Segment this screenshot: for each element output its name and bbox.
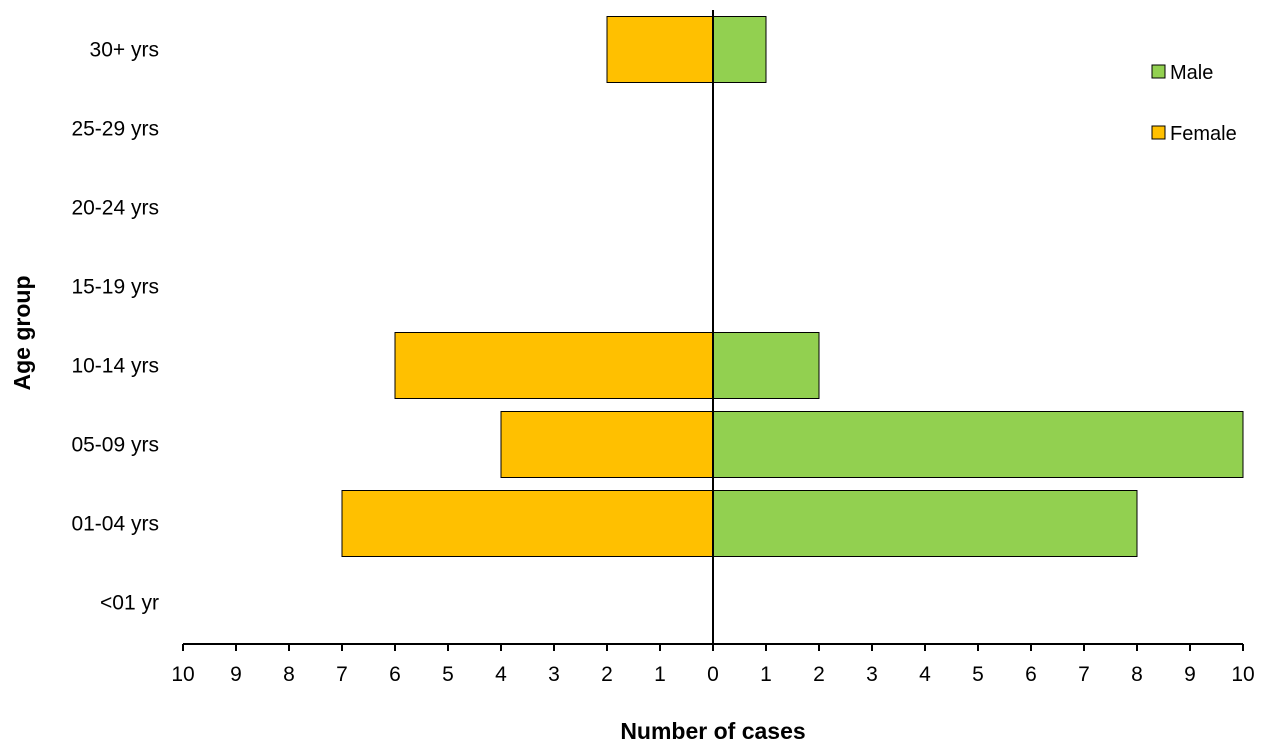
y-category-label: <01 yr — [100, 592, 159, 615]
x-tick-label: 6 — [1025, 663, 1037, 686]
x-ticks-layer: 10 9 8 7 6 5 4 3 2 1 0 1 2 3 4 5 6 7 8 9 10 — [171, 644, 1255, 686]
bar-male-3 — [712, 332, 820, 399]
y-category-label: 25-29 yrs — [71, 118, 159, 141]
x-tick-label: 4 — [919, 663, 931, 686]
x-tick-label: 3 — [548, 663, 560, 686]
legend: Male Female — [1151, 62, 1237, 145]
x-tick-label: 10 — [171, 663, 194, 686]
x-tick-label: 5 — [972, 663, 984, 686]
y-category-label: 10-14 yrs — [71, 355, 159, 378]
x-tick-label: 1 — [760, 663, 772, 686]
x-tick-label: 8 — [1131, 663, 1143, 686]
x-tick-label: 1 — [654, 663, 666, 686]
bar-male-7 — [712, 16, 767, 83]
bar-female-2 — [500, 411, 714, 478]
bar-male-2 — [712, 411, 1244, 478]
x-tick-label: 2 — [813, 663, 825, 686]
legend-swatch-female — [1151, 125, 1166, 140]
y-category-label: 01-04 yrs — [71, 513, 159, 536]
y-category-label: 20-24 yrs — [71, 197, 159, 220]
x-tick-label: 0 — [707, 663, 719, 686]
bars-layer — [341, 16, 1244, 557]
y-category-label: 30+ yrs — [90, 39, 159, 62]
y-category-label: 05-09 yrs — [71, 434, 159, 457]
x-tick-label: 7 — [1078, 663, 1090, 686]
bar-female-3 — [394, 332, 714, 399]
x-tick-label: 5 — [442, 663, 454, 686]
x-tick-label: 7 — [336, 663, 348, 686]
legend-label-female: Female — [1170, 123, 1237, 145]
x-axis-title: Number of cases — [620, 718, 805, 744]
x-tick-label: 9 — [230, 663, 242, 686]
x-tick-label: 3 — [866, 663, 878, 686]
x-tick-label: 10 — [1231, 663, 1254, 686]
legend-swatch-male — [1151, 64, 1166, 79]
x-tick-label: 9 — [1184, 663, 1196, 686]
legend-label-male: Male — [1170, 62, 1213, 84]
bar-female-7 — [606, 16, 714, 83]
y-category-label: 15-19 yrs — [71, 276, 159, 299]
y-labels-layer: <01 yr 01-04 yrs 05-09 yrs 10-14 yrs 15-19 y… — [71, 39, 159, 615]
x-tick-label: 8 — [283, 663, 295, 686]
x-tick-label: 6 — [389, 663, 401, 686]
x-tick-label: 2 — [601, 663, 613, 686]
bar-male-1 — [712, 490, 1138, 557]
y-axis-title: Age group — [9, 276, 35, 391]
bar-female-1 — [341, 490, 714, 557]
x-tick-label: 4 — [495, 663, 507, 686]
